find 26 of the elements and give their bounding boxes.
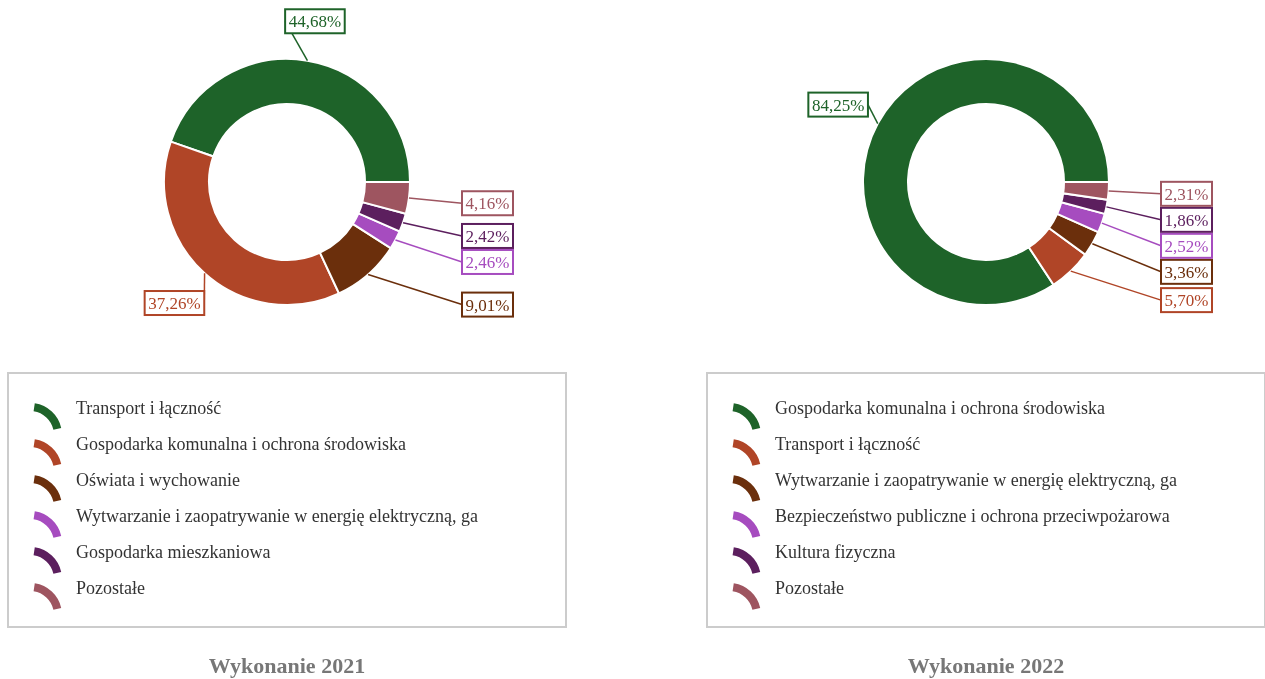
data-label: 2,52%: [1164, 236, 1209, 256]
data-label: 2,42%: [465, 226, 510, 246]
legend-label: Transport i łączność: [76, 398, 222, 418]
data-label: 2,31%: [1164, 184, 1209, 204]
text: Wykonanie 2022: [907, 653, 1065, 678]
data-label: 37,26%: [148, 294, 201, 314]
data-label: 5,70%: [1164, 291, 1209, 311]
legend-label: Pozostałe: [775, 578, 844, 598]
legend-label: Gospodarka mieszkaniowa: [76, 542, 271, 562]
legend-label: Oświata i wychowanie: [76, 470, 240, 490]
text: Wykonanie 2021: [208, 653, 366, 678]
data-label: 2,46%: [465, 252, 510, 272]
legend-label: Transport i łączność: [775, 434, 921, 454]
legend-label: Gospodarka komunalna i ochrona środowiska: [775, 398, 1105, 418]
legend-label: Bezpieczeństwo publiczne i ochrona przeciwpożarowa: [775, 506, 1170, 526]
legend-label: Wytwarzanie i zaopatrywanie w energię elektryczną, ga: [775, 470, 1177, 490]
legend-label: Wytwarzanie i zaopatrywanie w energię elektryczną, ga: [76, 506, 478, 526]
legend-label: Gospodarka komunalna i ochrona środowiska: [76, 434, 406, 454]
data-label: 4,16%: [465, 194, 510, 214]
data-label: 44,68%: [288, 12, 342, 32]
legend-label: Pozostałe: [76, 578, 145, 598]
data-label: 3,36%: [1164, 262, 1209, 282]
data-label: 1,86%: [1164, 210, 1209, 230]
data-label: 84,25%: [811, 95, 865, 115]
data-label: 9,01%: [465, 295, 510, 315]
legend-label: Kultura fizyczna: [775, 542, 896, 562]
